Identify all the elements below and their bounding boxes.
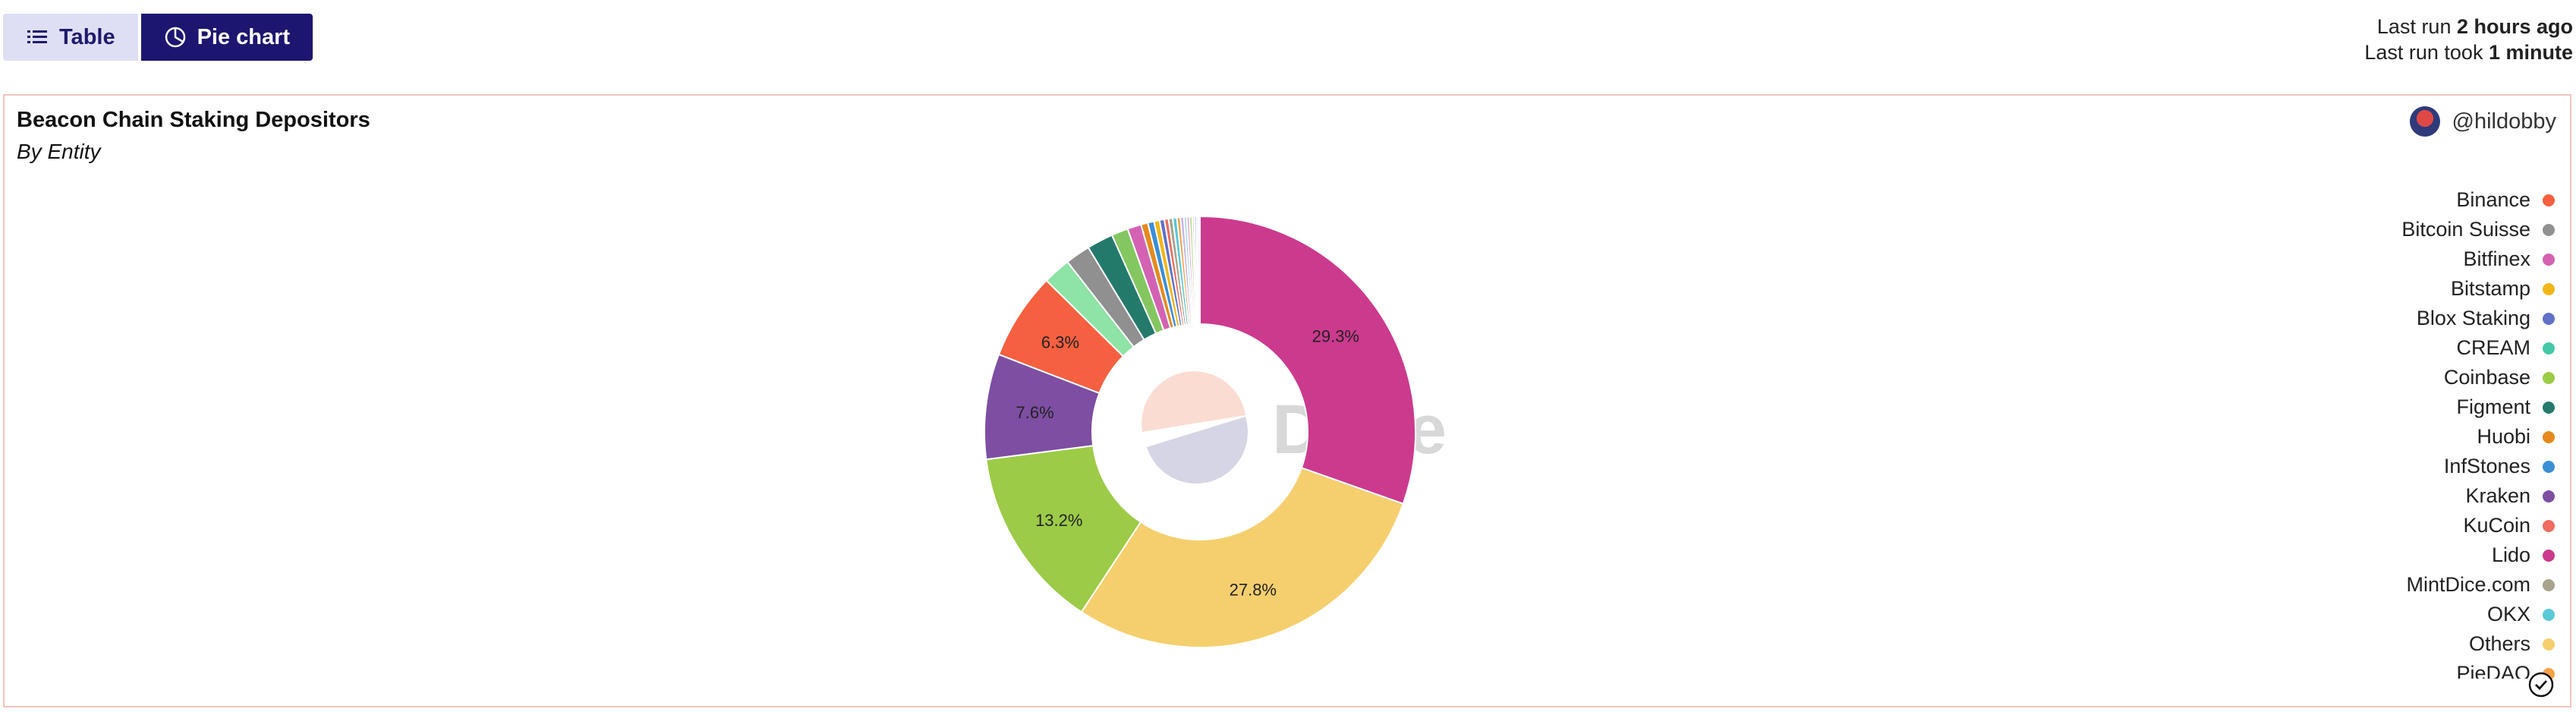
legend-item[interactable]: Binance xyxy=(2282,185,2555,215)
last-run-info: Last run 2 hours ago Last run took 1 min… xyxy=(2364,14,2573,65)
legend-label: KuCoin xyxy=(2463,514,2530,537)
legend-label: InfStones xyxy=(2443,455,2530,477)
tab-table-label: Table xyxy=(59,24,115,49)
legend-item[interactable]: Figment xyxy=(2282,392,2555,422)
legend-item[interactable]: OKX xyxy=(2282,600,2555,629)
chart-card: Beacon Chain Staking Depositors By Entit… xyxy=(3,94,2571,707)
pie-chart-icon xyxy=(165,27,185,48)
top-bar: Table Pie chart Last run 2 hours ago Las… xyxy=(0,0,2576,83)
legend-label: Bitcoin Suisse xyxy=(2401,218,2530,241)
pie-slice[interactable] xyxy=(1198,215,1201,326)
legend-swatch xyxy=(2543,401,2555,414)
last-run-took-prefix: Last run took xyxy=(2364,41,2489,64)
legend-swatch xyxy=(2543,490,2555,502)
legend-label: Figment xyxy=(2456,395,2530,418)
legend-swatch xyxy=(2543,608,2555,621)
legend-swatch xyxy=(2543,253,2555,266)
legend-label: PieDAO xyxy=(2456,662,2530,679)
legend-item[interactable]: Bitcoin Suisse xyxy=(2282,215,2555,244)
legend-item[interactable]: MintDice.com xyxy=(2282,570,2555,600)
legend-item[interactable]: Huobi xyxy=(2282,422,2555,452)
legend-item[interactable]: Kraken xyxy=(2282,481,2555,511)
chart-subtitle: By Entity xyxy=(17,140,101,163)
legend-swatch xyxy=(2543,460,2555,473)
legend-item[interactable]: InfStones xyxy=(2282,452,2555,481)
last-run-prefix: Last run xyxy=(2376,15,2457,38)
author-badge[interactable]: @hildobby xyxy=(2409,106,2556,137)
legend-item[interactable]: Lido xyxy=(2282,540,2555,570)
legend-label: Blox Staking xyxy=(2416,307,2530,329)
check-icon[interactable] xyxy=(2527,671,2555,698)
slice-label: 6.3% xyxy=(1041,332,1079,351)
legend-item[interactable]: Others xyxy=(2282,629,2555,659)
legend-label: Bitfinex xyxy=(2463,247,2530,270)
legend-item[interactable]: CREAM xyxy=(2282,333,2555,363)
legend-item[interactable]: Blox Staking xyxy=(2282,304,2555,333)
chart-title: Beacon Chain Staking Depositors xyxy=(17,108,370,132)
legend-label: Others xyxy=(2468,632,2530,655)
chart-legend: Binance Bitcoin Suisse Bitfinex Bitstamp Blo… xyxy=(2282,185,2555,679)
legend-item[interactable]: KuCoin xyxy=(2282,511,2555,540)
legend-swatch xyxy=(2543,638,2555,651)
legend-swatch xyxy=(2543,430,2555,443)
slice-label: 29.3% xyxy=(1312,327,1359,346)
avatar xyxy=(2409,106,2440,137)
legend-item[interactable]: PieDAO xyxy=(2282,659,2555,679)
legend-label: Binance xyxy=(2456,188,2530,211)
tab-table[interactable]: Table xyxy=(3,14,138,61)
legend-swatch xyxy=(2543,519,2555,532)
tab-pie-chart-label: Pie chart xyxy=(197,24,291,49)
legend-label: Lido xyxy=(2491,543,2530,566)
legend-label: OKX xyxy=(2486,603,2530,625)
legend-swatch xyxy=(2543,312,2555,325)
legend-item[interactable]: Coinbase xyxy=(2282,363,2555,392)
legend-swatch xyxy=(2543,194,2555,206)
legend-label: CREAM xyxy=(2456,336,2530,359)
legend-swatch xyxy=(2543,371,2555,384)
view-tabs: Table Pie chart xyxy=(3,14,313,61)
list-icon xyxy=(27,30,47,43)
legend-swatch xyxy=(2543,578,2555,591)
pie-slice[interactable] xyxy=(1199,215,1416,505)
legend-label: Coinbase xyxy=(2443,366,2530,389)
author-name: @hildobby xyxy=(2452,109,2556,134)
dune-logo-icon xyxy=(1142,371,1249,484)
slice-label: 7.6% xyxy=(1016,403,1053,422)
legend-label: Huobi xyxy=(2477,425,2530,448)
legend-label: Kraken xyxy=(2465,484,2530,507)
slice-label: 27.8% xyxy=(1230,581,1277,600)
pie-slice[interactable] xyxy=(1080,467,1405,648)
pie-slice[interactable] xyxy=(985,445,1142,613)
legend-item[interactable]: Bitstamp xyxy=(2282,274,2555,304)
tab-pie-chart[interactable]: Pie chart xyxy=(140,14,313,61)
legend-label: MintDice.com xyxy=(2406,573,2530,596)
slice-label: 13.2% xyxy=(1035,511,1082,530)
pie-chart: Dune29.3%27.8%13.2%7.6%6.3% xyxy=(984,215,1447,648)
legend-swatch xyxy=(2543,549,2555,562)
legend-swatch xyxy=(2543,342,2555,354)
legend-swatch xyxy=(2543,223,2555,236)
last-run-value: 2 hours ago xyxy=(2456,15,2573,38)
legend-item[interactable]: Bitfinex xyxy=(2282,244,2555,274)
legend-label: Bitstamp xyxy=(2450,277,2530,300)
legend-swatch xyxy=(2543,282,2555,295)
last-run-took-value: 1 minute xyxy=(2488,41,2573,64)
